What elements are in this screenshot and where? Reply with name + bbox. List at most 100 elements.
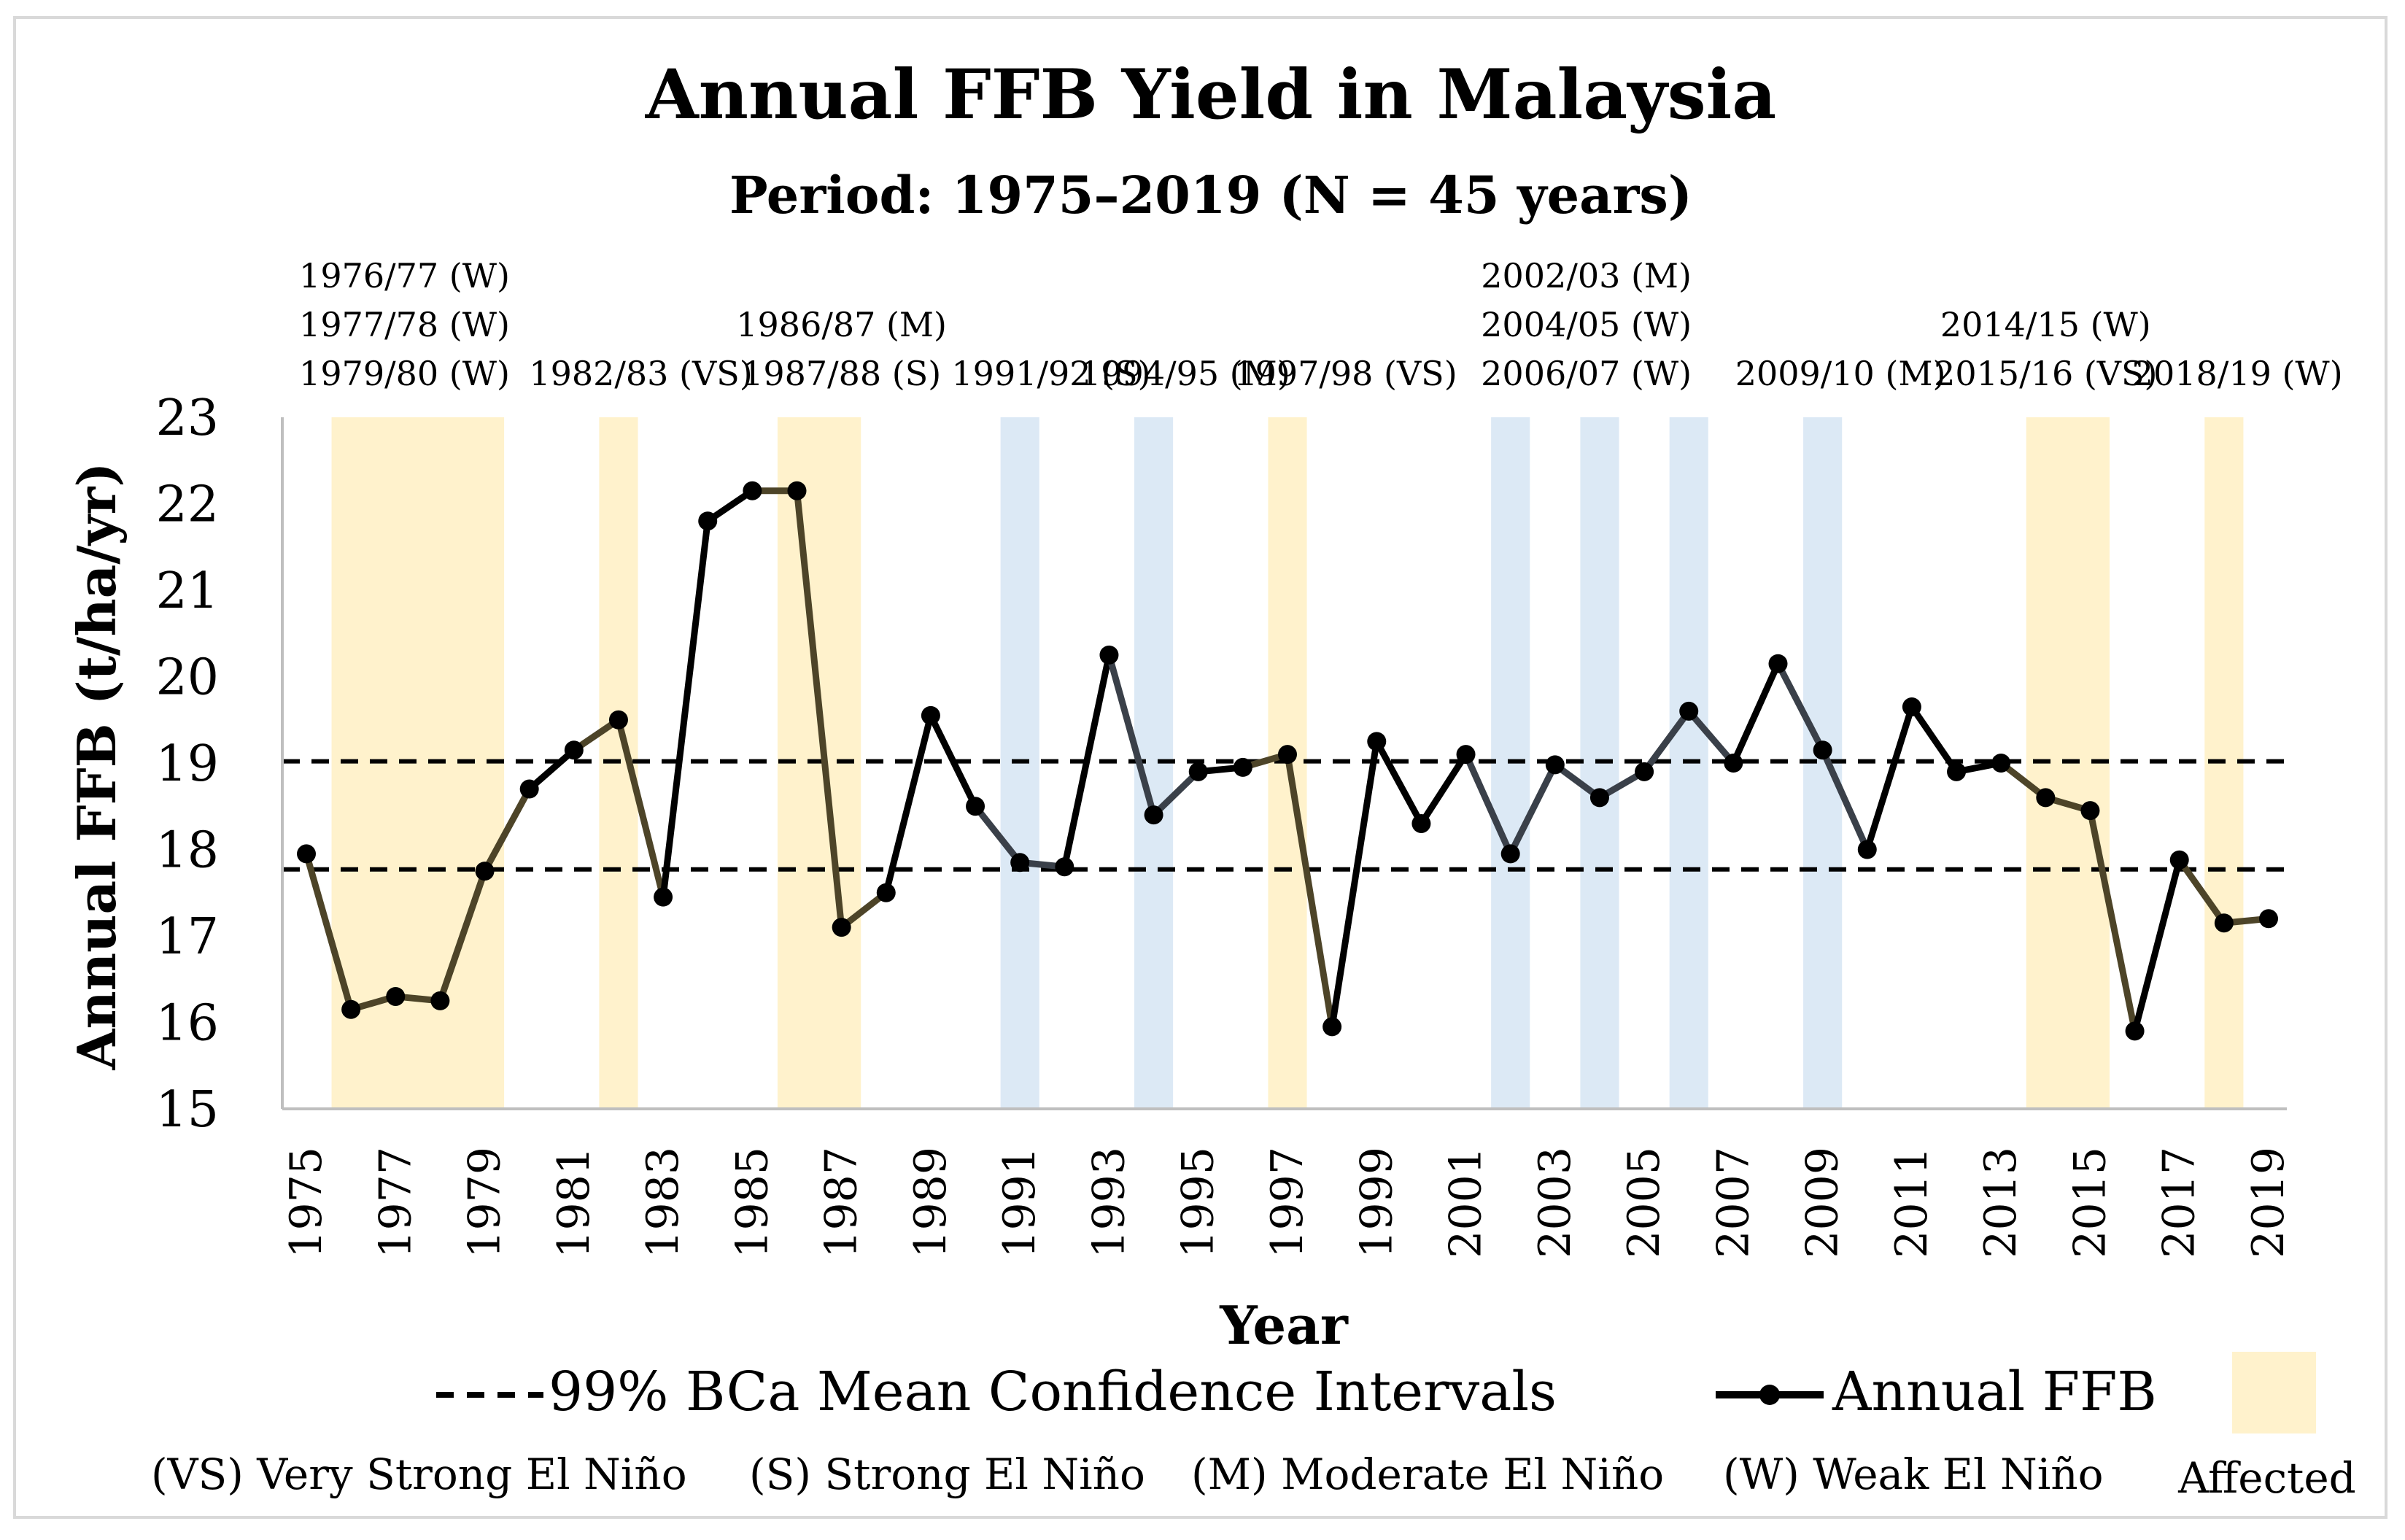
- x-axis-label: Year: [1219, 1294, 1349, 1356]
- annotation-8-0: 2014/15 (W): [1940, 305, 2151, 344]
- data-point-2018: [2214, 913, 2234, 933]
- y-tick-label-19: 19: [155, 735, 219, 793]
- y-tick-label-15: 15: [155, 1081, 219, 1139]
- data-point-2007: [1724, 754, 1743, 773]
- x-tick-label-1977: 1977: [370, 1147, 421, 1258]
- legend-series-label: Annual FFB: [1832, 1361, 2157, 1423]
- data-point-1993: [1099, 645, 1119, 665]
- x-tick-label-1993: 1993: [1083, 1147, 1134, 1258]
- data-point-2013: [1991, 754, 2011, 773]
- annotation-1-0: 1982/83 (VS): [529, 354, 752, 393]
- data-point-2017: [2169, 850, 2189, 870]
- series-segment-2017: [2176, 856, 2228, 926]
- x-tick-label-2011: 2011: [1886, 1147, 1937, 1258]
- x-tick-label-1997: 1997: [1262, 1147, 1313, 1258]
- data-point-1995: [1188, 762, 1208, 781]
- data-point-1999: [1367, 732, 1387, 751]
- x-tick-label-1985: 1985: [727, 1147, 778, 1258]
- data-point-1994: [1144, 805, 1163, 825]
- annotation-4-0: 1994/95 (M): [1080, 354, 1290, 393]
- chart-title: Annual FFB Yield in Malaysia: [645, 55, 1777, 135]
- x-tick-label-2007: 2007: [1708, 1147, 1759, 1258]
- annotation-6-1: 2004/05 (W): [1481, 305, 1692, 344]
- annotation-6-2: 2006/07 (W): [1481, 354, 1692, 393]
- x-tick-label-1999: 1999: [1351, 1147, 1402, 1258]
- legend-strong: (S) Strong El Niño: [749, 1450, 1145, 1499]
- data-point-1977: [386, 986, 406, 1006]
- x-tick-label-1975: 1975: [281, 1147, 332, 1258]
- x-tick-label-2013: 2013: [1975, 1147, 2026, 1258]
- series-segment-2002: [1507, 761, 1559, 857]
- data-point-1980: [519, 779, 539, 799]
- data-point-1981: [564, 740, 584, 760]
- series-segment-1999: [1373, 738, 1425, 827]
- data-point-1984: [698, 511, 718, 531]
- series-segment-1988: [883, 712, 934, 897]
- y-tick-label-20: 20: [155, 649, 219, 707]
- y-tick-label-23: 23: [155, 390, 219, 447]
- data-point-1996: [1233, 757, 1252, 777]
- data-point-1978: [430, 991, 450, 1010]
- legend-very-strong: (VS) Very Strong El Niño: [151, 1450, 687, 1499]
- data-point-2010: [1857, 840, 1877, 859]
- series-segment-2005: [1641, 708, 1692, 775]
- x-tick-label-1983: 1983: [638, 1147, 689, 1258]
- data-point-1989: [921, 705, 940, 725]
- annotation-6-0: 2002/03 (M): [1481, 256, 1692, 295]
- x-tick-label-1981: 1981: [549, 1147, 600, 1258]
- x-tick-label-1989: 1989: [905, 1147, 956, 1258]
- el-nino-annotations: 1976/77 (W) 1977/78 (W) 1979/80 (W) 1982/83…: [299, 256, 2343, 393]
- series-segment-1993: [1105, 651, 1158, 819]
- data-point-1998: [1322, 1017, 1342, 1037]
- x-tick-label-2001: 2001: [1441, 1147, 1492, 1258]
- data-point-2005: [1635, 762, 1654, 781]
- x-tick-label-1995: 1995: [1173, 1147, 1224, 1258]
- data-point-2002: [1500, 844, 1520, 864]
- data-point-2011: [1902, 697, 1921, 716]
- series-segment-1992: [1061, 651, 1112, 870]
- y-tick-label-16: 16: [155, 995, 219, 1053]
- data-point-2009: [1813, 740, 1832, 760]
- data-point-1975: [297, 844, 316, 864]
- series-segment-1978: [436, 867, 489, 1005]
- series-segment-1990: [972, 802, 1023, 866]
- x-tick-label-2019: 2019: [2243, 1147, 2294, 1258]
- series-segment-2009: [1819, 746, 1871, 853]
- band-affected-1976: [331, 417, 505, 1109]
- y-tick-label-17: 17: [155, 908, 219, 966]
- legend-moderate: (M) Moderate El Niño: [1191, 1450, 1664, 1499]
- x-tick-label-1979: 1979: [460, 1147, 511, 1258]
- series-segment-1997: [1284, 751, 1336, 1030]
- x-tick-label-2003: 2003: [1530, 1147, 1581, 1258]
- data-point-2008: [1768, 654, 1788, 673]
- series-segment-2015: [2086, 807, 2139, 1034]
- data-point-1986: [787, 481, 807, 500]
- legend-affected-label: Affected: [2177, 1453, 2356, 1503]
- data-point-2004: [1589, 788, 1609, 808]
- chart-subtitle: Period: 1975–2019 (N = 45 years): [729, 165, 1692, 225]
- data-point-1979: [475, 862, 495, 881]
- data-point-1990: [966, 797, 985, 816]
- data-point-1987: [832, 918, 851, 937]
- data-point-1976: [341, 999, 361, 1019]
- annotation-9-0: 2018/19 (W): [2132, 354, 2343, 393]
- series-segment-2000: [1417, 751, 1470, 827]
- y-tick-label-18: 18: [155, 822, 219, 880]
- legend-affected-swatch: [2232, 1352, 2316, 1433]
- annotation-7-0: 2009/10 (M): [1735, 354, 1946, 393]
- annotation-5-0: 1997/98 (VS): [1234, 354, 1457, 393]
- series-segment-1983: [659, 517, 711, 901]
- data-point-2006: [1679, 701, 1699, 721]
- axes: [281, 417, 2287, 1110]
- data-point-2001: [1456, 745, 1476, 765]
- data-point-2016: [2125, 1021, 2145, 1041]
- data-point-1983: [654, 887, 673, 907]
- annotation-8-1: 2015/16 (VS): [1934, 354, 2157, 393]
- series-segment-1986: [794, 487, 845, 931]
- legend-ci-label: 99% BCa Mean Confidence Intervals: [549, 1361, 1557, 1423]
- annotation-2-1: 1987/88 (S): [742, 354, 941, 393]
- annotation-0-0: 1976/77 (W): [299, 256, 510, 295]
- annotation-0-2: 1979/80 (W): [299, 354, 510, 393]
- legend-series-marker: [1759, 1385, 1780, 1405]
- series-segment-2010: [1864, 703, 1916, 853]
